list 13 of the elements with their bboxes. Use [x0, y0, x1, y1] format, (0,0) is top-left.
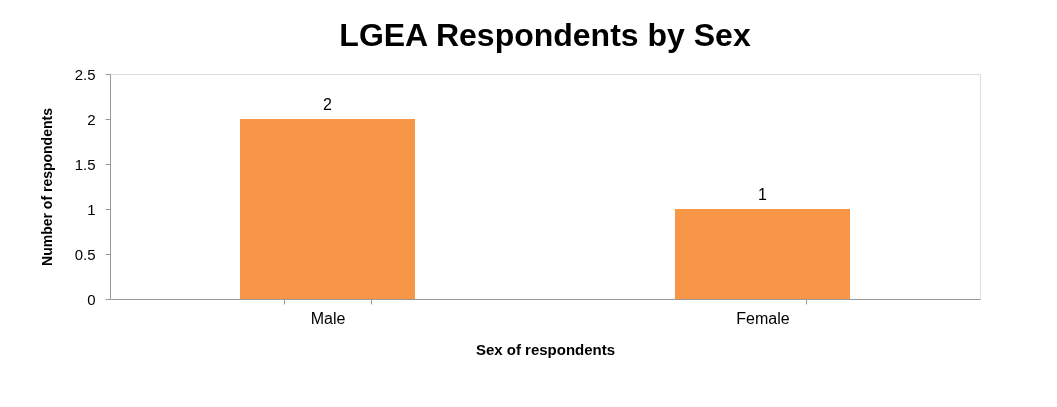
- x-tick-label: Male: [310, 309, 346, 327]
- y-tick-label: 2: [87, 110, 96, 128]
- y-axis-title: Number of respondents: [38, 107, 55, 266]
- y-tick-label: 0: [87, 290, 96, 308]
- data-label: 1: [758, 186, 768, 203]
- chart-title: LGEA Respondents by Sex: [339, 17, 751, 53]
- x-tick-label: Female: [736, 309, 790, 327]
- y-tick-label: 0.5: [74, 245, 96, 263]
- data-label: 2: [323, 96, 333, 113]
- y-tick-label: 1: [87, 200, 96, 218]
- x-axis-title: Sex of respondents: [475, 340, 616, 358]
- y-tick-label: 1.5: [74, 155, 96, 173]
- y-tick-label: 2.5: [74, 65, 96, 83]
